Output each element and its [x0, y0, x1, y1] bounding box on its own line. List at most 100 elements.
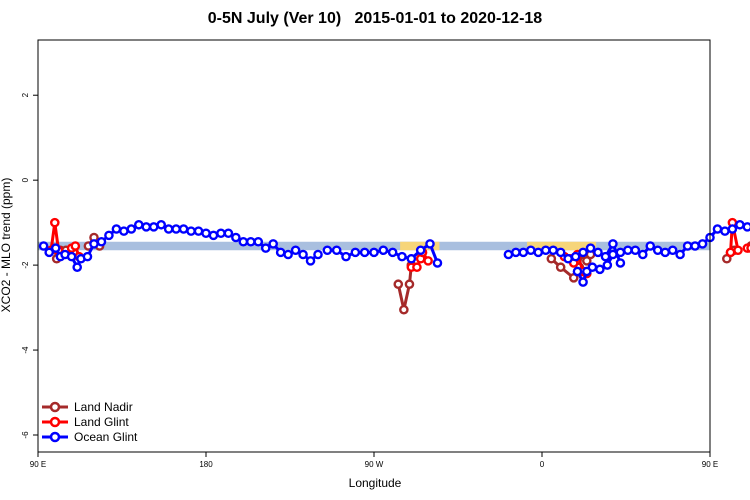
data-point-land-glint-6-2 [746, 243, 750, 253]
data-point-ocean-glint-1-24 [193, 226, 204, 236]
chart-title: 0-5N July (Ver 10) 2015-01-01 to 2020-12… [207, 10, 543, 27]
data-point-ocean-glint-2-6 [369, 247, 379, 258]
data-point-ocean-glint-1-19 [156, 219, 166, 230]
data-point-ocean-glint-1-28 [223, 228, 234, 239]
data-point-ocean-glint-1-13 [111, 224, 122, 234]
data-point-land-nadir-4-2 [555, 262, 566, 273]
data-point-ocean-glint-2-9 [397, 251, 407, 262]
data-point-ocean-glint-3-8 [555, 247, 566, 258]
data-point-ocean-glint-1-1 [38, 241, 49, 251]
data-point-ocean-glint-2-11 [415, 245, 426, 256]
y-tick-label-4: -4 [21, 346, 30, 354]
data-point-ocean-glint-4-24 [735, 219, 745, 230]
background-band-highlight-2 [527, 241, 597, 251]
data-point-ocean-glint-1-21 [171, 224, 181, 234]
data-point-ocean-glint-3-16 [615, 258, 626, 268]
data-point-ocean-glint-4-18 [690, 241, 700, 251]
data-point-ocean-glint-3-10 [570, 251, 581, 262]
data-point-ocean-glint-4-14 [660, 247, 671, 258]
data-point-ocean-glint-4-22 [720, 226, 730, 236]
data-point-ocean-glint-1-2 [44, 247, 55, 258]
data-point-ocean-glint-3-7 [548, 245, 559, 256]
data-point-ocean-glint-1-32 [253, 236, 264, 247]
data-point-land-glint-5-1 [725, 247, 736, 258]
data-point-ocean-glint-3-4 [526, 245, 536, 256]
data-point-land-nadir-3-3 [404, 279, 415, 290]
data-point-ocean-glint-3-3 [518, 247, 529, 258]
data-point-ocean-glint-1-22 [178, 224, 189, 234]
data-point-ocean-glint-1-3 [50, 243, 61, 253]
data-point-ocean-glint-2-8 [387, 247, 398, 258]
data-point-ocean-glint-4-13 [652, 245, 663, 256]
y-tick-label-5: -6 [21, 431, 30, 439]
data-point-land-glint-3-5 [423, 256, 433, 266]
data-point-ocean-glint-4-6 [602, 260, 613, 270]
legend-swatch-land-glint [42, 416, 68, 427]
legend-item-land-glint: Land Glint [40, 414, 137, 429]
data-point-ocean-glint-2-2 [331, 245, 342, 256]
data-point-ocean-glint-1-25 [201, 228, 211, 239]
data-point-ocean-glint-4-9 [623, 245, 633, 256]
legend-swatch-ocean-glint [42, 431, 68, 442]
x-tick-label-4: 0 [540, 460, 545, 469]
data-point-ocean-glint-1-39 [305, 256, 316, 266]
data-point-ocean-glint-4-8 [615, 247, 626, 258]
data-point-land-nadir-4-1 [546, 253, 557, 264]
y-axis-label: XCO2 - MLO trend (ppm) [0, 177, 13, 313]
x-axis: 90 E 180 90 W 0 90 E [30, 452, 718, 469]
data-point-ocean-glint-1-30 [238, 236, 249, 247]
background-band-rect [38, 241, 710, 251]
data-point-ocean-glint-1-15 [126, 224, 137, 234]
data-point-land-nadir-3-1 [393, 279, 404, 290]
data-point-ocean-glint-2-5 [359, 247, 370, 258]
x-tick-label-3: 90 W [365, 460, 384, 469]
data-point-ocean-glint-3-11 [578, 247, 588, 258]
series-ocean-glint [38, 219, 750, 287]
data-point-ocean-glint-1-23 [186, 226, 196, 236]
data-point-ocean-glint-3-9 [563, 253, 573, 264]
legend-item-ocean-glint: Ocean Glint [40, 429, 137, 444]
data-point-ocean-glint-3-12 [585, 243, 596, 253]
data-point-ocean-glint-3-15 [608, 239, 618, 249]
data-point-land-glint-5-3 [733, 245, 743, 256]
data-point-ocean-glint-4-10 [630, 245, 641, 256]
data-point-ocean-glint-4-1 [572, 266, 583, 277]
data-point-ocean-glint-1-11 [96, 236, 107, 247]
data-point-ocean-glint-3-1 [503, 249, 514, 260]
series-layer [38, 217, 750, 315]
data-point-ocean-glint-1-40 [313, 249, 323, 260]
legend-label-land-nadir: Land Nadir [74, 399, 133, 414]
data-point-ocean-glint-1-20 [163, 224, 174, 234]
y-tick-label-3: -2 [21, 261, 30, 269]
legend-marker-land-nadir [49, 401, 61, 412]
data-point-ocean-glint-1-12 [104, 230, 114, 241]
x-tick-label-2: 180 [199, 460, 213, 469]
legend-swatch-land-nadir [42, 401, 68, 412]
data-point-ocean-glint-1-35 [275, 247, 286, 258]
data-point-ocean-glint-1-14 [119, 226, 129, 236]
data-point-ocean-glint-1-17 [141, 222, 152, 232]
data-point-ocean-glint-4-11 [638, 249, 648, 260]
data-point-ocean-glint-1-18 [148, 222, 159, 232]
data-point-ocean-glint-4-4 [587, 262, 598, 273]
data-point-ocean-glint-3-6 [540, 245, 551, 256]
data-point-ocean-glint-1-38 [298, 249, 308, 260]
data-point-ocean-glint-1-29 [231, 232, 241, 243]
data-point-ocean-glint-1-7 [72, 262, 82, 273]
data-point-ocean-glint-4-5 [595, 264, 605, 275]
data-point-ocean-glint-1-6 [66, 251, 77, 262]
y-axis: 2 0 -2 -4 -6 [21, 92, 38, 439]
data-point-ocean-glint-1-27 [216, 228, 226, 239]
data-point-ocean-glint-4-17 [682, 241, 693, 251]
x-axis-label: Longitude [348, 476, 402, 490]
data-point-ocean-glint-4-12 [645, 241, 656, 251]
data-point-land-glint-2-2 [70, 241, 81, 251]
data-point-ocean-glint-2-10 [406, 253, 417, 264]
data-point-ocean-glint-2-13 [432, 258, 443, 268]
data-point-land-glint-1-2 [50, 217, 60, 228]
legend-marker-land-glint [49, 416, 61, 427]
data-point-ocean-glint-4-2 [578, 277, 588, 287]
data-point-ocean-glint-4-19 [697, 239, 708, 249]
data-point-ocean-glint-1-10 [89, 239, 99, 249]
